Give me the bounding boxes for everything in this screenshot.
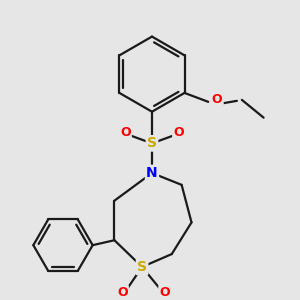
Text: O: O [212, 93, 222, 106]
Text: O: O [160, 286, 170, 299]
Text: O: O [117, 286, 128, 299]
Text: S: S [147, 136, 157, 150]
Text: O: O [120, 126, 130, 139]
Text: N: N [146, 166, 158, 180]
Text: S: S [137, 260, 147, 274]
Text: O: O [173, 126, 184, 139]
